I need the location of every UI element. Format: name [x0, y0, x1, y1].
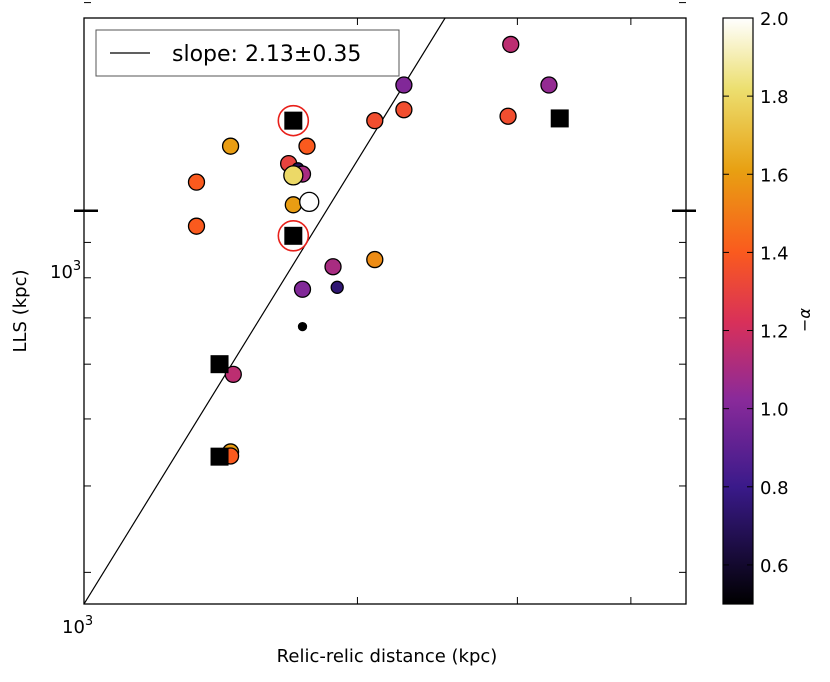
- data-point: [395, 101, 413, 119]
- axis-ticks: [74, 2, 696, 604]
- square-marker: [550, 109, 569, 128]
- data-point: [502, 35, 520, 54]
- colorbar-tick-label: 2.0: [760, 9, 789, 30]
- data-point: [366, 250, 384, 269]
- colorbar-tick-label: 1.0: [760, 400, 789, 421]
- square-marker: [210, 447, 229, 466]
- square-marker: [284, 111, 303, 130]
- data-marks: [187, 35, 569, 466]
- colorbar-tick-label: 1.4: [760, 243, 789, 264]
- square-marker: [210, 355, 229, 374]
- colorbar-tick-label: 1.8: [760, 87, 789, 108]
- plot-frame: [83, 17, 687, 605]
- y-axis: 103 LLS (kpc): [10, 259, 81, 353]
- legend: slope: 2.13±0.35: [95, 29, 400, 77]
- data-point: [299, 191, 320, 213]
- colorbar-ticks: 0.6 0.8 1.0 1.2 1.4 1.6 1.8 2.0: [723, 9, 789, 577]
- data-point: [298, 137, 316, 155]
- highlight-ring: [277, 220, 310, 252]
- data-point: [330, 280, 344, 294]
- data-point: [187, 217, 206, 235]
- data-point: [293, 280, 312, 298]
- data-point: [540, 76, 558, 94]
- colorbar: 0.6 0.8 1.0 1.2 1.4 1.6 1.8 2.0 −α: [722, 9, 814, 605]
- square-marker: [284, 226, 303, 245]
- data-point: [224, 365, 242, 384]
- data-point: [221, 137, 240, 155]
- colorbar-gradient: [722, 17, 754, 605]
- y-axis-label: LLS (kpc): [10, 270, 31, 353]
- data-point: [499, 107, 517, 125]
- legend-label: slope: 2.13±0.35: [172, 42, 361, 67]
- data-point: [284, 196, 302, 214]
- data-point: [324, 258, 342, 276]
- x-tick-label: 103: [62, 614, 93, 638]
- data-point: [395, 76, 413, 94]
- data-point: [366, 111, 384, 130]
- colorbar-tick-label: 0.8: [760, 478, 789, 499]
- x-axis-label: Relic-relic distance (kpc): [277, 646, 498, 667]
- plot-area: [74, 2, 696, 605]
- colorbar-tick-label: 1.2: [760, 322, 789, 343]
- data-point: [297, 321, 308, 332]
- data-point: [187, 173, 206, 191]
- colorbar-tick-label: 0.6: [760, 556, 789, 577]
- data-point: [283, 165, 304, 186]
- x-axis: 103 Relic-relic distance (kpc): [62, 614, 497, 667]
- highlight-ring: [277, 104, 310, 137]
- colorbar-tick-label: 1.6: [760, 165, 789, 186]
- colorbar-label: −α: [795, 308, 814, 332]
- y-tick-label: 103: [50, 259, 81, 283]
- fit-line: [84, 18, 446, 604]
